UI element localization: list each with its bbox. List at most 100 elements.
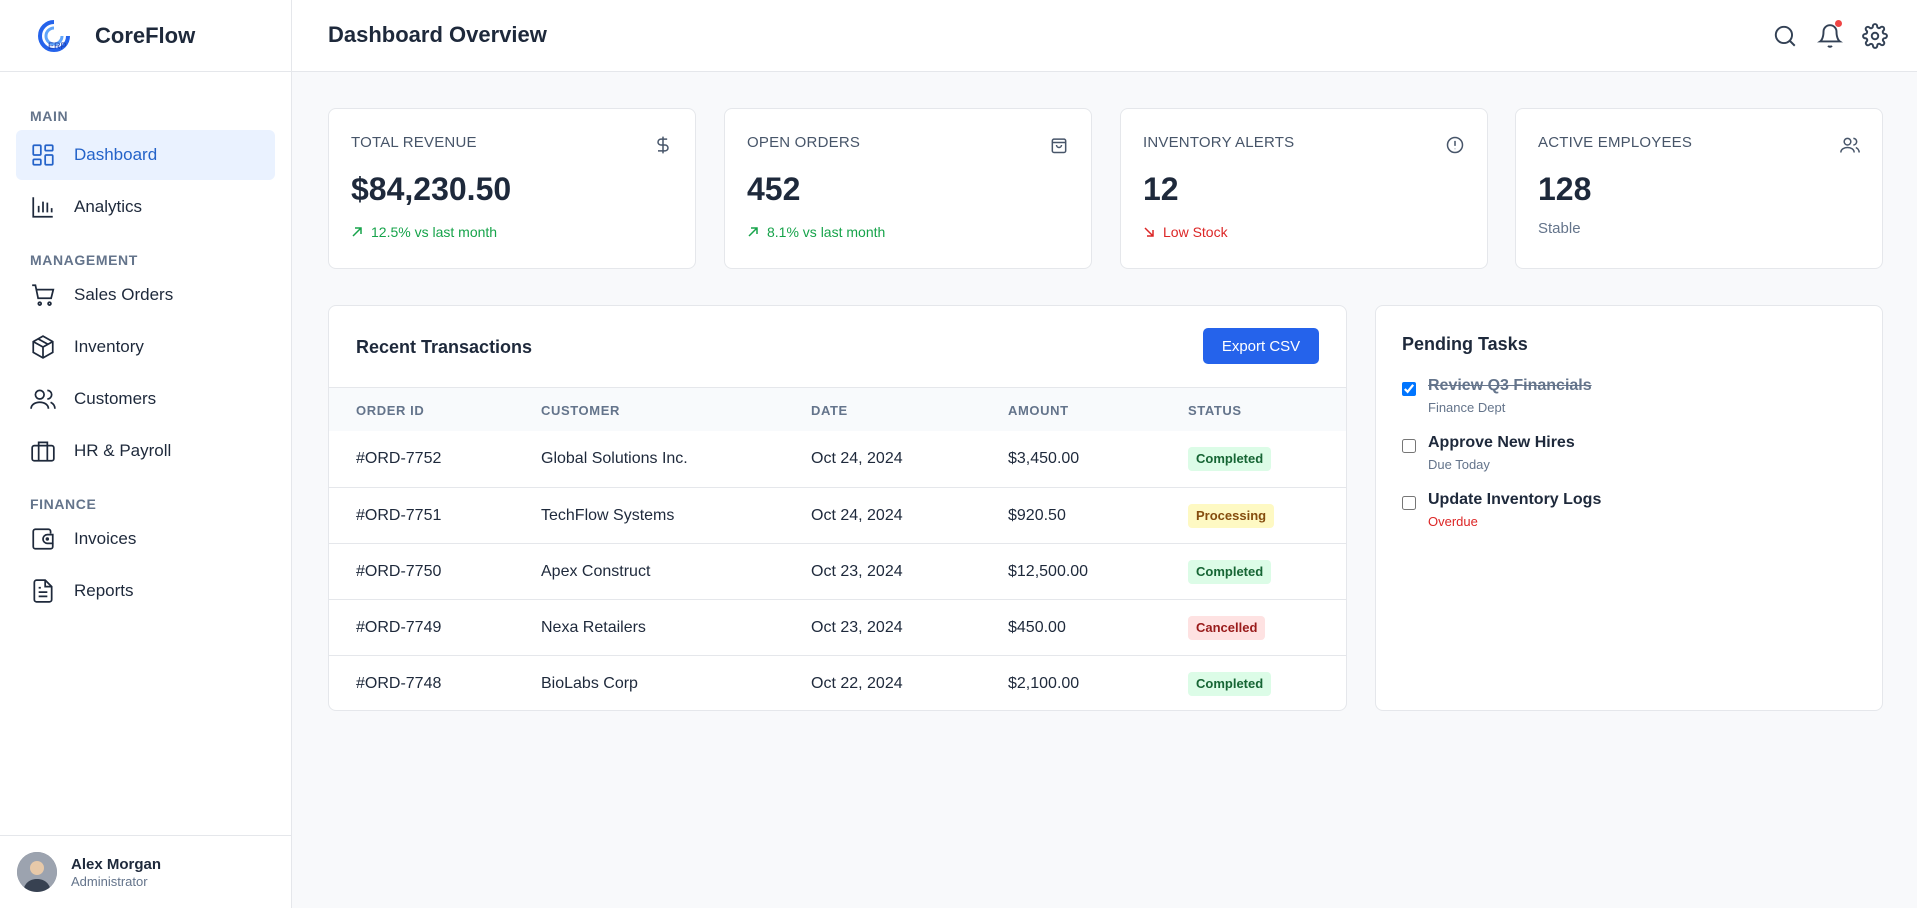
settings-button[interactable] xyxy=(1857,18,1893,54)
order-id: #ORD-7749 xyxy=(356,619,442,636)
order-date: Oct 23, 2024 xyxy=(811,563,903,580)
sidebar-item-sales-orders[interactable]: Sales Orders xyxy=(16,270,275,320)
stat-trend: 12.5% vs last month xyxy=(351,224,497,240)
trend-up-icon xyxy=(352,227,362,237)
sidebar-item-label: Invoices xyxy=(74,529,137,548)
table-row[interactable]: #ORD-7749 Nexa Retailers Oct 23, 2024 $4… xyxy=(329,599,1346,655)
status-badge: Cancelled xyxy=(1188,616,1266,640)
sidebar-nav: MAIN Dashboard Analytics MANAGEMENT Sale… xyxy=(0,108,291,616)
stat-card-revenue: TOTAL REVENUE $84,230.50 12.5% vs last m… xyxy=(328,108,696,269)
status-badge: Completed xyxy=(1188,560,1272,584)
stat-trend-text: 12.5% vs last month xyxy=(371,224,498,240)
stat-value: 128 xyxy=(1538,171,1592,207)
column-header[interactable]: AMOUNT xyxy=(1008,403,1069,418)
order-amount: $920.50 xyxy=(1008,507,1066,524)
task-title: Review Q3 Financials xyxy=(1428,377,1592,394)
search-button[interactable] xyxy=(1767,18,1803,54)
users-icon xyxy=(1840,137,1860,153)
task-meta: Overdue xyxy=(1428,514,1478,529)
sidebar-item-inventory[interactable]: Inventory xyxy=(16,322,275,372)
page-title: Dashboard Overview xyxy=(328,22,547,47)
box-icon xyxy=(32,335,54,359)
stat-value: $84,230.50 xyxy=(351,171,512,207)
table-row[interactable]: #ORD-7750 Apex Construct Oct 23, 2024 $1… xyxy=(329,543,1346,599)
order-id: #ORD-7752 xyxy=(356,450,442,467)
task-checkbox[interactable] xyxy=(1402,439,1416,453)
task-checkbox[interactable] xyxy=(1402,382,1416,396)
dollar-icon xyxy=(657,136,669,154)
user-name: Alex Morgan xyxy=(71,855,162,873)
table-header: ORDER ID CUSTOMER DATE AMOUNT STATUS xyxy=(329,387,1346,431)
card-title: Pending Tasks xyxy=(1402,334,1528,354)
sidebar-item-invoices[interactable]: Invoices xyxy=(16,514,275,564)
task-checkbox[interactable] xyxy=(1402,496,1416,510)
stat-trend-text: Low Stock xyxy=(1163,224,1228,240)
alert-icon xyxy=(1446,136,1464,154)
stat-trend: Low Stock xyxy=(1143,224,1228,240)
sidebar-item-label: Reports xyxy=(74,581,134,600)
bell-icon xyxy=(1817,24,1843,48)
avatar xyxy=(17,852,57,892)
notifications-button[interactable] xyxy=(1812,18,1848,54)
stat-sub: Stable xyxy=(1538,220,1581,237)
section-label-management: MANAGEMENT xyxy=(30,252,138,268)
sidebar-item-analytics[interactable]: Analytics xyxy=(16,182,275,232)
sidebar-item-reports[interactable]: Reports xyxy=(16,566,275,616)
gear-icon xyxy=(1862,23,1888,49)
task-title: Update Inventory Logs xyxy=(1428,491,1602,508)
dashboard-icon xyxy=(32,144,54,166)
export-csv-button[interactable]: Export CSV xyxy=(1203,328,1319,364)
brand[interactable]: ERP CoreFlow xyxy=(0,0,291,72)
order-id: #ORD-7751 xyxy=(356,507,442,524)
users-icon xyxy=(30,389,56,409)
recent-transactions-card: Recent Transactions Export CSV ORDER ID … xyxy=(328,305,1347,711)
user-profile[interactable]: Alex Morgan Administrator xyxy=(0,835,291,908)
table-row[interactable]: #ORD-7748 BioLabs Corp Oct 22, 2024 $2,1… xyxy=(329,655,1346,710)
order-amount: $3,450.00 xyxy=(1008,450,1080,467)
table-row[interactable]: #ORD-7751 TechFlow Systems Oct 24, 2024 … xyxy=(329,487,1346,543)
order-amount: $12,500.00 xyxy=(1008,563,1089,580)
column-header[interactable]: DATE xyxy=(811,403,848,418)
logo-icon: ERP xyxy=(38,19,70,52)
stat-label: OPEN ORDERS xyxy=(747,134,861,151)
sidebar-item-label: Customers xyxy=(74,389,157,408)
order-id: #ORD-7750 xyxy=(356,563,442,580)
order-amount: $2,100.00 xyxy=(1008,675,1080,692)
stat-card-employees: ACTIVE EMPLOYEES 128 Stable xyxy=(1515,108,1883,269)
pending-tasks-card: Pending Tasks Review Q3 Financials Finan… xyxy=(1375,305,1883,711)
wallet-icon xyxy=(32,528,54,550)
bar-chart-icon xyxy=(32,197,53,218)
search-icon xyxy=(1774,25,1796,47)
section-label-main: MAIN xyxy=(30,108,69,124)
customer-name: BioLabs Corp xyxy=(541,675,638,692)
briefcase-icon xyxy=(31,441,55,462)
status-badge: Completed xyxy=(1188,447,1272,471)
sidebar-item-customers[interactable]: Customers xyxy=(16,374,275,424)
stat-label: TOTAL REVENUE xyxy=(351,134,477,151)
stat-card-inventory-alerts: INVENTORY ALERTS 12 Low Stock xyxy=(1120,108,1488,269)
topbar: Dashboard Overview xyxy=(292,0,1917,72)
app-name: CoreFlow xyxy=(95,22,196,48)
report-icon xyxy=(33,579,53,603)
stat-trend: 8.1% vs last month xyxy=(747,224,885,240)
column-header[interactable]: STATUS xyxy=(1188,403,1242,418)
order-date: Oct 22, 2024 xyxy=(811,675,903,692)
sidebar-item-label: Inventory xyxy=(74,337,144,356)
section-label-finance: FINANCE xyxy=(30,496,97,512)
sidebar-item-dashboard[interactable]: Dashboard xyxy=(16,130,275,180)
column-header[interactable]: ORDER ID xyxy=(356,403,425,418)
table-row[interactable]: #ORD-7752 Global Solutions Inc. Oct 24, … xyxy=(329,431,1346,487)
column-header[interactable]: CUSTOMER xyxy=(541,403,620,418)
stat-value: 452 xyxy=(747,171,801,207)
order-date: Oct 23, 2024 xyxy=(811,619,903,636)
user-role: Administrator xyxy=(71,873,148,889)
customer-name: Apex Construct xyxy=(541,563,651,580)
trend-up-icon xyxy=(748,227,758,237)
stat-trend-text: 8.1% vs last month xyxy=(767,224,886,240)
sidebar-item-label: Dashboard xyxy=(74,145,158,164)
sidebar-item-label: Sales Orders xyxy=(74,285,174,304)
notification-dot xyxy=(1835,20,1842,27)
task-title: Approve New Hires xyxy=(1428,434,1575,451)
sidebar-item-hr-payroll[interactable]: HR & Payroll xyxy=(16,426,275,476)
sidebar-item-label: HR & Payroll xyxy=(74,441,172,460)
